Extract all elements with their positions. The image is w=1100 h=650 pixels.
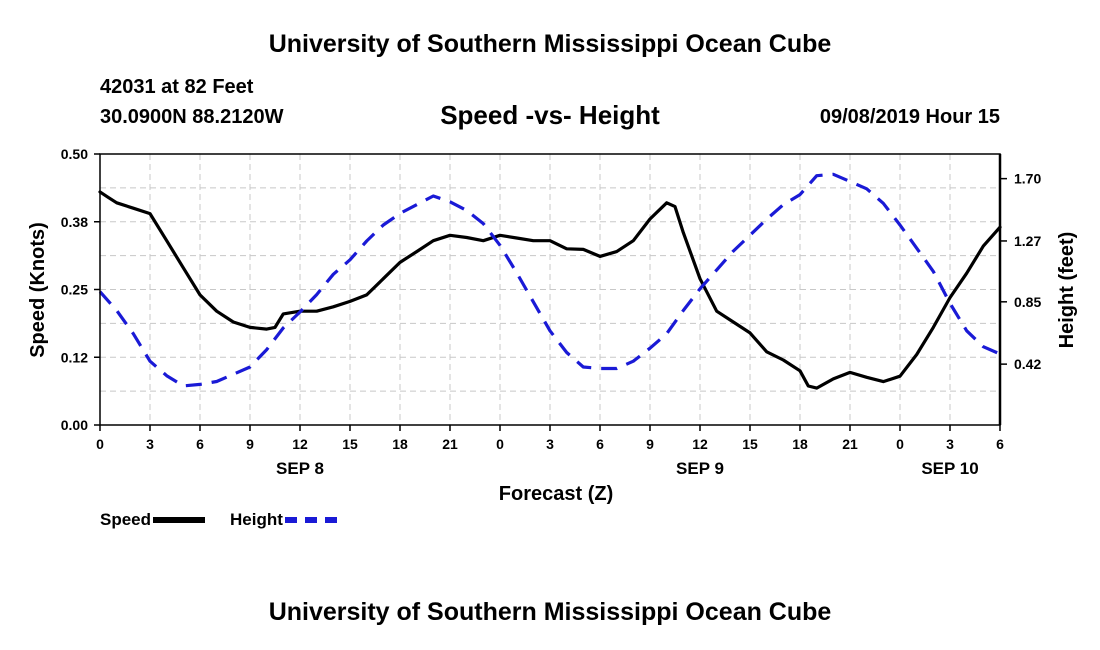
x-axis-label: Forecast (Z): [499, 483, 613, 505]
station-label: 42031 at 82 Feet: [100, 76, 254, 98]
x-tick-label: 3: [546, 436, 554, 452]
date-label: SEP 9: [676, 459, 724, 478]
y-axis-label: Speed (Knots): [27, 222, 49, 358]
x-tick-label: 3: [146, 436, 154, 452]
legend-height-label: Height: [230, 510, 283, 529]
date-label: SEP 10: [921, 459, 978, 478]
legend-speed-swatch: [153, 517, 206, 523]
y-tick-label: 0.50: [61, 146, 88, 162]
legend-height-swatch: [284, 517, 337, 523]
x-tick-label: 18: [792, 436, 808, 452]
y2-tick-label: 1.27: [1014, 233, 1041, 249]
legend-speed: Speed: [100, 510, 206, 530]
x-tick-label: 21: [842, 436, 858, 452]
legend-height: Height: [230, 510, 337, 530]
y2-axis-label: Height (feet): [1056, 232, 1078, 349]
date-label: SEP 8: [276, 459, 324, 478]
x-tick-label: 6: [196, 436, 204, 452]
page-title-bottom: University of Southern Mississippi Ocean…: [268, 598, 832, 626]
x-tick-label: 6: [996, 436, 1004, 452]
x-tick-label: 3: [946, 436, 954, 452]
x-tick-label: 12: [692, 436, 708, 452]
series-line-height: [98, 172, 1001, 388]
y-tick-label: 0.38: [61, 214, 88, 230]
coordinates-label: 30.0900N 88.2120W: [100, 106, 284, 128]
y-tick-label: 0.12: [61, 349, 88, 365]
chart-subtitle: Speed -vs- Height: [440, 100, 660, 130]
page-title-top: University of Southern Mississippi Ocean…: [268, 30, 832, 58]
x-tick-label: 15: [742, 436, 758, 452]
axes: 0 3 6 9 12 15 18 21 0 3 6 9 12 15 18 21 0 3 6 SEP 8 SEP 9 SEP…: [61, 146, 1042, 478]
x-tick-label: 9: [646, 436, 654, 452]
datetime-label: 09/08/2019 Hour 15: [819, 106, 1000, 128]
y2-tick-label: 0.85: [1014, 294, 1041, 310]
y2-tick-label: 0.42: [1014, 356, 1041, 372]
series-line-speed: [98, 190, 1002, 390]
x-tick-label: 0: [96, 436, 104, 452]
x-tick-label: 18: [392, 436, 408, 452]
x-tick-label: 6: [596, 436, 604, 452]
legend-speed-label: Speed: [100, 510, 152, 529]
y-tick-label: 0.25: [61, 282, 88, 298]
x-tick-label: 9: [246, 436, 254, 452]
x-tick-label: 15: [342, 436, 358, 452]
x-tick-label: 21: [442, 436, 458, 452]
grid: [100, 154, 1000, 425]
y-tick-label: 0.00: [61, 417, 88, 433]
x-tick-label: 12: [292, 436, 308, 452]
series-layer: [98, 172, 1002, 390]
y2-tick-label: 1.70: [1014, 171, 1041, 187]
x-tick-label: 0: [496, 436, 504, 452]
x-tick-label: 0: [896, 436, 904, 452]
